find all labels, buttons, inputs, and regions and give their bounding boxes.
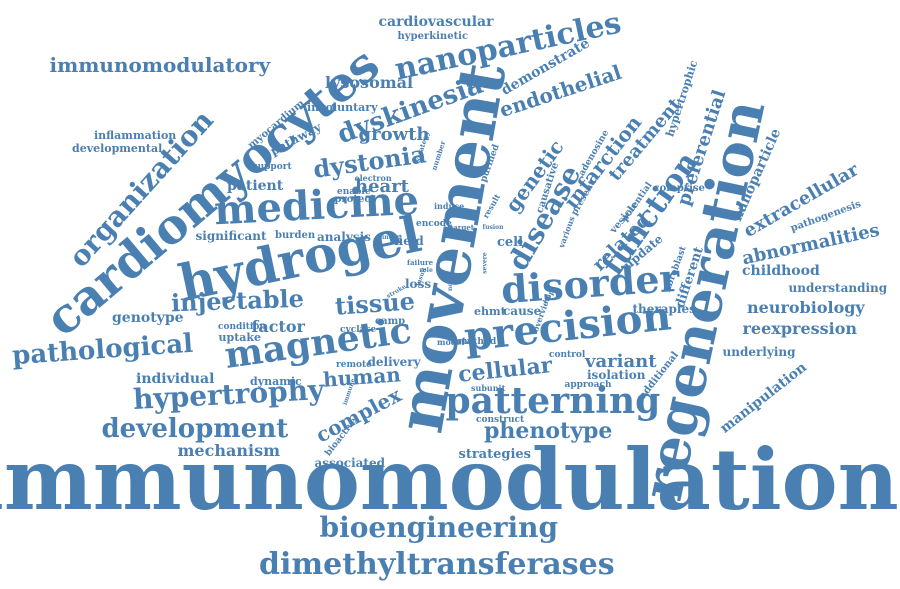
word: target <box>450 222 475 232</box>
word: dynamic <box>250 374 302 388</box>
word: patterning <box>445 380 661 422</box>
word: intact <box>382 234 402 241</box>
word: neurobiology <box>747 298 865 317</box>
word: encode <box>416 218 452 229</box>
word: reexpression <box>742 319 858 338</box>
word: associated <box>314 456 386 470</box>
word: understanding <box>788 281 888 295</box>
word: enable <box>337 186 371 197</box>
word: developmental <box>72 141 163 155</box>
word: heart <box>355 176 409 197</box>
word: bioengineering <box>319 511 559 544</box>
word: inflammation <box>94 128 177 142</box>
word: growth <box>358 124 430 145</box>
word: lysosomal <box>325 73 414 92</box>
word: construct <box>476 414 525 425</box>
word: loss <box>405 277 432 291</box>
word: factor <box>251 317 305 336</box>
word: variant <box>585 351 657 372</box>
word: patient <box>227 178 284 194</box>
word: protect <box>334 194 376 205</box>
word: strategies <box>458 446 532 462</box>
word: fusion <box>482 224 504 231</box>
word: immunomodulatory <box>49 53 271 77</box>
word: support <box>252 161 292 172</box>
word: dimethyltransferases <box>259 547 615 582</box>
word: ehmt <box>474 304 506 318</box>
word: pathological <box>10 328 194 372</box>
word: role <box>419 267 433 274</box>
word: severe <box>481 252 489 274</box>
word: cyclase <box>340 324 377 335</box>
word: involuntary <box>307 100 378 114</box>
word: novel <box>446 273 454 291</box>
word: hyperkinetic <box>397 31 469 42</box>
word: camp <box>375 316 406 327</box>
word: model <box>437 337 465 347</box>
word: cardiovascular <box>378 14 494 30</box>
word: failure <box>407 257 434 267</box>
word: immunomodulation <box>0 430 899 529</box>
word: burden <box>275 230 316 241</box>
word: isolation <box>587 368 646 382</box>
word: delivery <box>367 355 421 369</box>
word: development <box>101 414 289 444</box>
word: phenotype <box>484 418 613 444</box>
word: comprise <box>653 183 705 194</box>
word: control <box>549 349 586 360</box>
word: electron <box>354 173 392 183</box>
word: analysis <box>317 230 371 244</box>
word: manipulation <box>716 359 810 437</box>
word: cell <box>497 234 524 250</box>
word: significant <box>195 229 267 243</box>
word: remote <box>336 359 372 370</box>
word: mechanism <box>177 441 281 460</box>
word: cause <box>503 304 542 318</box>
word: condition <box>218 321 266 332</box>
word: method <box>458 336 497 347</box>
word: subunit <box>471 383 506 393</box>
word: individual <box>136 371 215 387</box>
word: tissue <box>334 286 416 321</box>
word: approach <box>564 379 612 390</box>
word: field <box>394 234 424 248</box>
word: childhood <box>742 263 820 279</box>
word: induce <box>434 201 465 211</box>
word: fetal <box>452 336 476 347</box>
word: therapies <box>632 302 696 316</box>
word: injectable <box>170 283 304 318</box>
word: uptake <box>218 330 262 344</box>
word: genotype <box>112 310 184 326</box>
word: underlying <box>722 345 796 359</box>
